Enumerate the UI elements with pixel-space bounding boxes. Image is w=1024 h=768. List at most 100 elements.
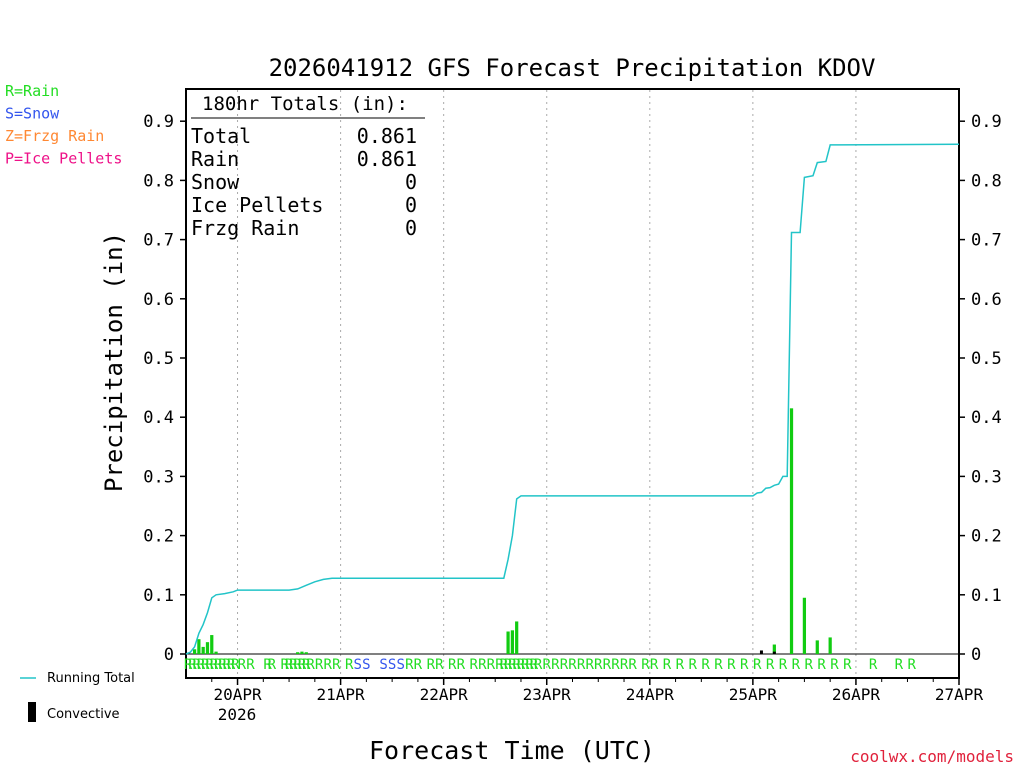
totals-row-value: 0	[405, 216, 417, 240]
x-tick-label: 21APR	[317, 685, 366, 704]
precip-bar	[802, 597, 807, 654]
running-total-legend-label: Running Total	[47, 671, 135, 686]
type-marker: R	[268, 657, 277, 673]
precip-bar	[815, 640, 819, 654]
precip-bar	[300, 651, 304, 654]
precip-bar	[506, 631, 510, 654]
type-marker: R	[246, 657, 255, 673]
type-marker: R	[427, 657, 436, 673]
type-marker: R	[895, 657, 904, 673]
y-tick-label-right: 0.7	[971, 231, 1002, 251]
type-marker: R	[560, 657, 569, 673]
type-marker: R	[504, 657, 513, 673]
chart-title: 2026041912 GFS Forecast Precipitation KD…	[269, 54, 876, 82]
totals-row-value: 0	[405, 170, 417, 194]
precip-bar	[510, 630, 514, 654]
type-marker: R	[414, 657, 423, 673]
type-marker: R	[201, 657, 210, 673]
y-tick-label-left: 0	[164, 645, 174, 665]
type-marker: R	[188, 657, 197, 673]
x-axis-label: Forecast Time (UTC)	[369, 736, 655, 765]
y-tick-label-left: 0.1	[143, 586, 174, 606]
type-marker: R	[345, 657, 354, 673]
x-tick-label: 24APR	[626, 685, 675, 704]
type-marker: R	[306, 657, 315, 673]
precip-bar	[197, 639, 201, 654]
plot-frame	[185, 88, 960, 679]
totals-row-value: 0	[405, 193, 417, 217]
type-marker: R	[197, 657, 206, 673]
type-marker: R	[530, 657, 539, 673]
type-legend-item: P=Ice Pellets	[5, 150, 122, 168]
type-marker: R	[214, 657, 223, 673]
y-tick-label-right: 0.5	[971, 349, 1002, 369]
type-marker: R	[585, 657, 594, 673]
y-tick-label-left: 0.3	[143, 467, 174, 487]
type-marker: R	[603, 657, 612, 673]
type-legend-item: R=Rain	[5, 82, 59, 100]
type-marker: R	[302, 657, 311, 673]
type-marker: R	[568, 657, 577, 673]
type-marker: R	[543, 657, 552, 673]
type-marker: R	[231, 657, 240, 673]
x-tick-label: 22APR	[420, 685, 469, 704]
precip-bar	[828, 637, 832, 654]
type-marker: R	[457, 657, 466, 673]
precip-bar	[296, 652, 300, 654]
totals-row-value: 0.861	[357, 124, 417, 148]
precip-type-legend: R=Rain S=Snow Z=Frzg Rain P=Ice Pellets	[5, 82, 122, 168]
type-marker: R	[508, 657, 517, 673]
y-tick-label-left: 0.6	[143, 290, 174, 310]
type-marker: R	[289, 657, 298, 673]
type-marker: R	[293, 657, 302, 673]
convective-bar	[772, 651, 776, 654]
type-marker: R	[534, 657, 543, 673]
type-marker: R	[740, 657, 749, 673]
y-tick-label-right: 0.6	[971, 290, 1002, 310]
precip-bar	[789, 408, 794, 654]
type-marker: R	[779, 657, 788, 673]
y-tick-label-right: 0.9	[971, 112, 1002, 132]
type-marker: R	[714, 657, 723, 673]
type-marker: R	[727, 657, 736, 673]
type-marker: R	[701, 657, 710, 673]
precip-bar	[772, 644, 776, 654]
type-marker: R	[525, 657, 534, 673]
type-marker: R	[594, 657, 603, 673]
totals-row-label: Frzg Rain	[191, 216, 299, 240]
type-marker: R	[184, 657, 193, 673]
precip-bar	[210, 635, 214, 654]
type-marker: R	[332, 657, 341, 673]
type-marker: R	[908, 657, 917, 673]
year-label: 2026	[218, 705, 257, 724]
type-marker: S	[397, 657, 405, 673]
type-marker: R	[448, 657, 457, 673]
type-marker: R	[227, 657, 236, 673]
type-marker: R	[620, 657, 629, 673]
type-marker: R	[495, 657, 504, 673]
convective-legend-label: Convective	[47, 707, 120, 722]
convective-bar	[759, 650, 763, 654]
type-marker: R	[218, 657, 227, 673]
convective-bars	[759, 650, 776, 654]
y-tick-label-right: 0.4	[971, 408, 1002, 428]
type-marker: R	[210, 657, 219, 673]
grid-lines	[186, 90, 959, 677]
totals-heading: 180hr Totals (in):	[202, 93, 408, 115]
totals-box: 180hr Totals (in): Total 0.861 Rain 0.861 Sn…	[191, 93, 425, 240]
type-marker: R	[470, 657, 479, 673]
y-axis-label: Precipitation (in)	[100, 232, 128, 492]
x-tick-label: 25APR	[729, 685, 778, 704]
type-marker: R	[676, 657, 685, 673]
credit-text: coolwx.com/models	[850, 747, 1014, 766]
type-marker: R	[285, 657, 294, 673]
type-marker: R	[500, 657, 509, 673]
type-marker: R	[650, 657, 659, 673]
type-marker: R	[263, 657, 272, 673]
type-marker: R	[611, 657, 620, 673]
totals-row-value: 0.861	[357, 147, 417, 171]
x-axis: 20APR 21APR 22APR 23APR 24APR 25APR 26APR 27APR	[211, 678, 983, 704]
type-marker: S	[354, 657, 362, 673]
precip-bar	[214, 651, 218, 654]
